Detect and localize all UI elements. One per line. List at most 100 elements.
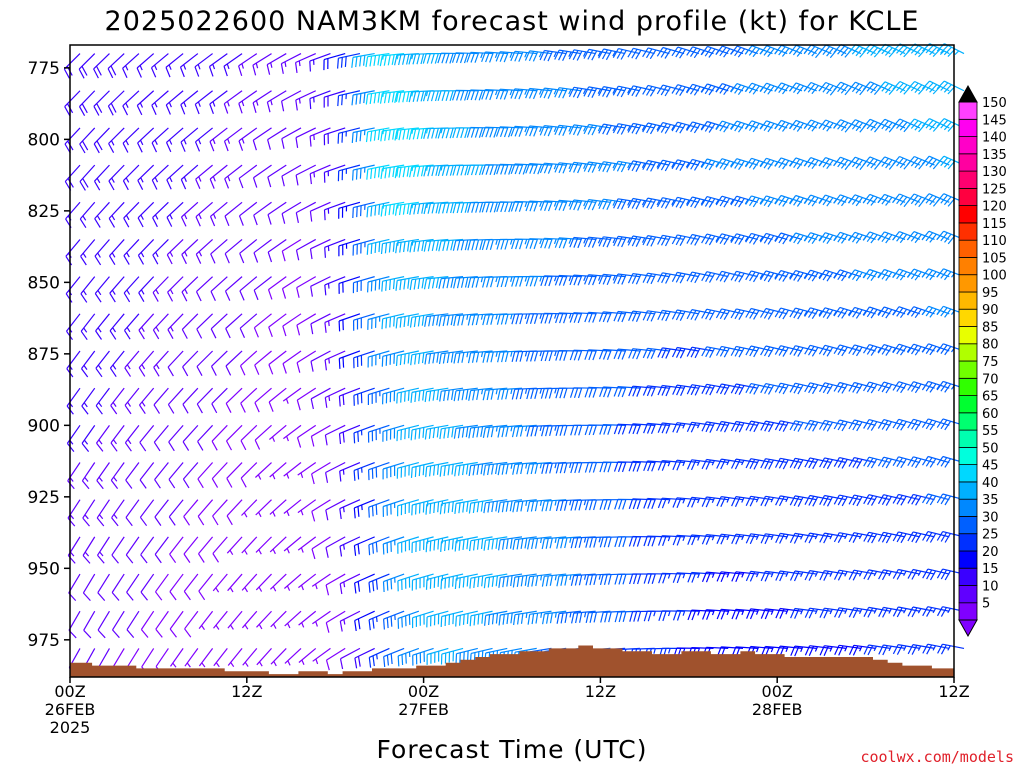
wind-barb xyxy=(541,536,567,550)
colorbar-label: 100 xyxy=(982,269,1007,284)
wind-barb xyxy=(527,573,552,588)
colorbar-label: 130 xyxy=(982,165,1007,180)
wind-barb xyxy=(351,52,375,68)
wind-barb xyxy=(82,573,96,602)
wind-barb xyxy=(715,345,744,358)
wind-barb xyxy=(165,127,184,153)
wind-barb xyxy=(833,344,862,357)
y-tick-label: 900 xyxy=(28,416,60,436)
wind-barb xyxy=(337,164,361,182)
wind-barb xyxy=(153,424,169,452)
wind-barb xyxy=(922,531,950,543)
x-tick-label: 26FEB xyxy=(45,700,96,719)
wind-barb xyxy=(425,499,449,515)
wind-barb xyxy=(195,276,214,302)
wind-barb xyxy=(453,387,478,402)
wind-barb xyxy=(642,159,670,172)
wind-barb xyxy=(239,238,258,264)
wind-barb xyxy=(789,420,817,432)
wind-barb xyxy=(819,532,847,544)
wind-barb xyxy=(715,120,744,133)
colorbar-label: 135 xyxy=(982,148,1007,163)
wind-barb xyxy=(298,573,317,591)
wind-barb xyxy=(339,499,361,520)
wind-barb xyxy=(169,610,184,638)
wind-barb xyxy=(598,123,626,136)
wind-barb xyxy=(409,201,434,215)
wind-barb xyxy=(467,313,493,326)
wind-barb xyxy=(212,536,228,563)
wind-barb xyxy=(311,499,331,522)
wind-barb xyxy=(877,494,906,506)
wind-barb xyxy=(642,197,670,210)
wind-barb xyxy=(81,387,96,415)
wind-barb xyxy=(281,164,302,187)
wind-barb xyxy=(498,573,523,588)
wind-barb xyxy=(468,461,493,476)
wind-barb xyxy=(438,313,464,327)
wind-barb xyxy=(583,48,611,61)
wind-barb xyxy=(382,461,405,480)
wind-barb xyxy=(365,127,390,143)
wind-barb xyxy=(671,46,699,59)
wind-barb xyxy=(497,461,523,476)
wind-barb xyxy=(397,610,420,629)
wind-barb xyxy=(907,644,935,655)
wind-barb xyxy=(936,80,965,95)
wind-barb xyxy=(209,90,228,115)
wind-barb xyxy=(818,419,847,432)
wind-barb xyxy=(94,239,110,266)
wind-barb xyxy=(94,201,110,228)
wind-barb xyxy=(168,424,184,452)
wind-barb xyxy=(270,610,287,629)
wind-barb xyxy=(223,127,243,152)
wind-barb xyxy=(642,272,670,285)
wind-barb xyxy=(395,276,419,291)
wind-barb xyxy=(225,350,243,376)
wind-barb xyxy=(81,350,96,378)
wind-barb xyxy=(254,424,272,450)
wind-barb xyxy=(198,573,214,601)
wind-barb xyxy=(122,164,140,191)
wind-barb xyxy=(818,344,847,357)
wind-barb xyxy=(309,201,331,222)
wind-barb xyxy=(254,462,272,480)
wind-barb xyxy=(153,387,169,414)
wind-barb xyxy=(892,418,920,431)
wind-barb xyxy=(848,494,876,507)
wind-barb xyxy=(380,127,405,142)
wind-barb xyxy=(656,122,685,134)
wind-barb xyxy=(151,90,169,115)
wind-barb xyxy=(907,155,935,170)
colorbar-label: 90 xyxy=(982,303,999,318)
wind-barb xyxy=(108,127,125,153)
wind-barb xyxy=(238,90,258,114)
wind-barb xyxy=(353,387,375,406)
wind-barb xyxy=(165,90,184,115)
wind-barb xyxy=(423,201,449,215)
wind-barb xyxy=(527,536,552,550)
y-tick-label: 950 xyxy=(28,559,60,579)
wind-barb xyxy=(907,80,935,95)
wind-barb xyxy=(570,573,596,586)
wind-barb xyxy=(97,610,110,639)
wind-barb xyxy=(922,643,950,655)
wind-barb xyxy=(424,350,449,365)
wind-barb xyxy=(296,313,317,336)
wind-barb xyxy=(877,419,906,431)
wind-barb xyxy=(267,127,287,150)
wind-barb xyxy=(422,52,449,64)
wind-barb xyxy=(152,201,169,228)
wind-barb xyxy=(325,610,346,633)
wind-barb xyxy=(166,201,184,227)
wind-barb xyxy=(226,499,243,526)
wind-barb xyxy=(323,201,346,221)
wind-barb xyxy=(281,238,302,262)
wind-barb xyxy=(122,53,140,78)
x-tick-label: 12Z xyxy=(585,682,616,701)
wind-barb xyxy=(804,382,832,395)
wind-barb xyxy=(759,307,788,320)
wind-barb xyxy=(656,159,685,172)
wind-barb xyxy=(108,239,125,266)
